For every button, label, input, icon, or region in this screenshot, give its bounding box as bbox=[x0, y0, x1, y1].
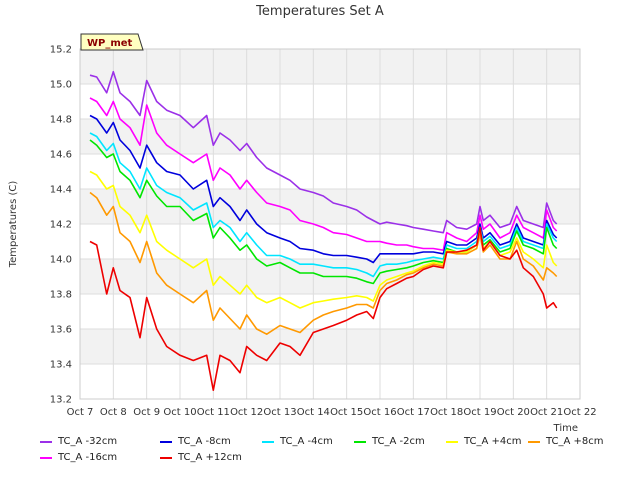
badge-text: WP_met bbox=[87, 38, 133, 49]
legend-label: TC_A -16cm bbox=[58, 452, 118, 463]
legend-item: TC_A +8cm bbox=[528, 436, 604, 447]
series-lines bbox=[89, 70, 558, 391]
x-tick-label: Oct 22 bbox=[563, 407, 596, 418]
legend-swatch bbox=[446, 440, 458, 443]
x-tick-label: Oct 13 bbox=[263, 407, 296, 418]
x-tick-label: Oct 16 bbox=[363, 407, 396, 418]
y-tick-label: 14.8 bbox=[50, 115, 72, 126]
chart-title: Temperatures Set A bbox=[255, 4, 384, 19]
x-tick-label: Oct 20 bbox=[497, 407, 530, 418]
axis-ticks: 13.2 13.4 13.6 13.8 14.0 14.2 14.4 14.6 14.8 15.0… bbox=[50, 45, 597, 419]
series-line-2 bbox=[89, 114, 558, 264]
series-line-1 bbox=[89, 97, 558, 251]
chart-plot: Temperatures Set A Temperatures (C) Time… bbox=[8, 4, 597, 434]
x-tick-label: Oct 8 bbox=[100, 407, 127, 418]
x-tick-label: Oct 14 bbox=[297, 407, 330, 418]
legend-label: TC_A +4cm bbox=[464, 436, 522, 447]
plot-band bbox=[80, 189, 580, 224]
y-tick-label: 15.2 bbox=[50, 45, 72, 56]
legend-item: TC_A -8cm bbox=[160, 436, 231, 447]
x-axis-label: Time bbox=[553, 423, 578, 432]
legend-item: TC_A -2cm bbox=[354, 436, 425, 447]
legend-label: TC_A +8cm bbox=[546, 436, 604, 447]
legend-swatch bbox=[160, 440, 172, 443]
y-tick-label: 14.2 bbox=[50, 220, 72, 231]
legend-label: TC_A -32cm bbox=[58, 436, 118, 447]
legend-item: TC_A +4cm bbox=[446, 436, 522, 447]
badge-shape bbox=[80, 33, 144, 51]
x-tick-label: Oct 17 bbox=[397, 407, 430, 418]
series-line-3 bbox=[89, 132, 558, 278]
x-tick-label: Oct 12 bbox=[230, 407, 263, 418]
legend-item: TC_A +12cm bbox=[160, 452, 242, 463]
series-line-4 bbox=[89, 139, 558, 285]
legend-row: TC_A -16cm TC_A +12cm bbox=[40, 452, 640, 468]
plot-band bbox=[80, 119, 580, 154]
legend-swatch bbox=[528, 440, 540, 443]
y-tick-label: 15.0 bbox=[50, 80, 72, 91]
plot-band bbox=[80, 329, 580, 364]
legend-item: TC_A -32cm bbox=[40, 436, 117, 447]
y-tick-label: 13.6 bbox=[50, 325, 72, 336]
y-tick-label: 14.6 bbox=[50, 150, 72, 161]
legend-swatch bbox=[354, 440, 366, 443]
x-tick-label: Oct 21 bbox=[530, 407, 563, 418]
x-tick-label: Oct 19 bbox=[463, 407, 496, 418]
y-tick-label: 14.0 bbox=[50, 255, 72, 266]
legend-swatch bbox=[262, 440, 274, 443]
plot-band bbox=[80, 49, 580, 84]
y-tick-label: 13.4 bbox=[50, 360, 72, 371]
x-tick-label: Oct 7 bbox=[67, 407, 94, 418]
x-tick-label: Oct 9 bbox=[133, 407, 160, 418]
legend-label: TC_A -2cm bbox=[372, 436, 425, 447]
x-tick-label: Oct 10 bbox=[163, 407, 196, 418]
legend-label: TC_A -4cm bbox=[280, 436, 333, 447]
y-axis-label: Temperatures (C) bbox=[8, 181, 19, 269]
legend-row: TC_A -32cm TC_A -8cm TC_A -4cm TC_A -2cm TC_… bbox=[40, 436, 640, 452]
y-tick-label: 14.4 bbox=[50, 185, 72, 196]
legend-item: TC_A -4cm bbox=[262, 436, 333, 447]
wp-met-badge: WP_met bbox=[80, 33, 144, 51]
series-line-0 bbox=[89, 70, 558, 234]
x-tick-label: Oct 15 bbox=[330, 407, 363, 418]
legend: TC_A -32cm TC_A -8cm TC_A -4cm TC_A -2cm TC_… bbox=[40, 436, 640, 468]
series-line-7 bbox=[89, 226, 558, 391]
x-tick-label: Oct 18 bbox=[430, 407, 463, 418]
x-tick-label: Oct 11 bbox=[197, 407, 230, 418]
series-line-6 bbox=[89, 191, 558, 335]
legend-swatch bbox=[160, 456, 172, 459]
legend-label: TC_A +12cm bbox=[178, 452, 242, 463]
legend-swatch bbox=[40, 440, 52, 443]
plot-frame bbox=[79, 48, 581, 400]
legend-item: TC_A -16cm bbox=[40, 452, 117, 463]
legend-label: TC_A -8cm bbox=[178, 436, 231, 447]
y-tick-label: 13.8 bbox=[50, 290, 72, 301]
legend-swatch bbox=[40, 456, 52, 459]
grid-lines bbox=[79, 48, 581, 400]
y-tick-label: 13.2 bbox=[50, 395, 72, 406]
